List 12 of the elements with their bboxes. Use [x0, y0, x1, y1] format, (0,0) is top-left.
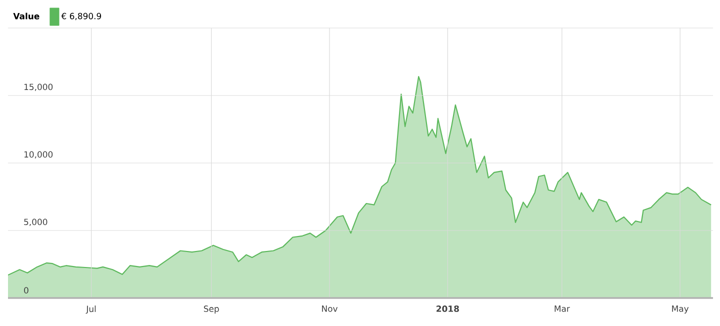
x-tick-label: Mar — [554, 306, 570, 312]
x-tick-label: Nov — [322, 306, 338, 312]
legend-title: Value — [13, 12, 40, 20]
y-tick-label: 5,000 — [24, 218, 48, 226]
legend-label: € 6,890.9 — [61, 12, 102, 20]
x-tick-label: Sep — [204, 306, 219, 314]
x-tick-label: Jul — [86, 306, 96, 314]
y-tick-label: 0 — [24, 287, 28, 294]
y-tick-label: 10,000 — [24, 151, 53, 158]
y-tick-label: 15,000 — [24, 84, 53, 91]
x-tick-label: May — [672, 306, 689, 314]
x-tick-label: 2018 — [436, 306, 459, 312]
